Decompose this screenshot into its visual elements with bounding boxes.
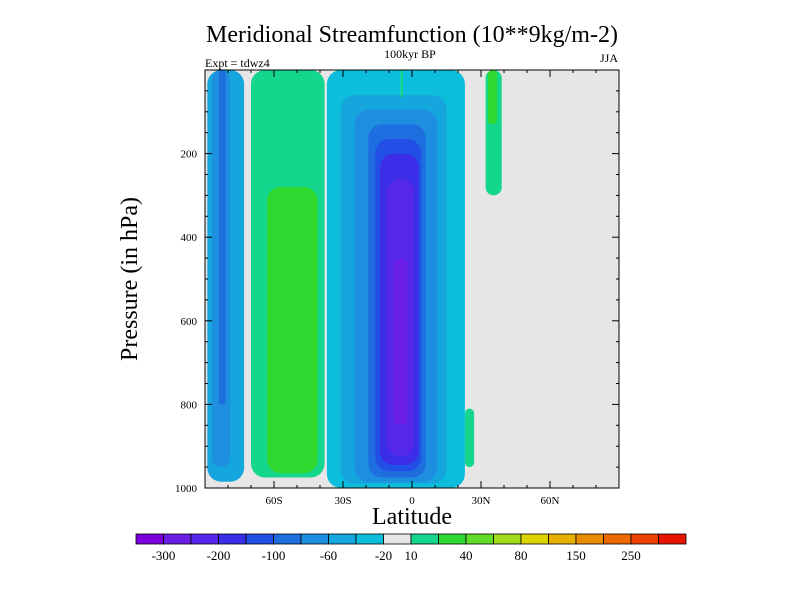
colorbar-label: -60 [320,548,337,563]
colorbar-label: 10 [405,548,418,563]
colorbar-swatch [465,533,494,545]
season-label: JJA [600,51,618,65]
colorbar-swatch [218,533,247,545]
colorbar-swatch [163,533,192,545]
colorbar-swatch [135,533,164,545]
colorbar-label: -200 [207,548,231,563]
x-tick-label: 0 [409,495,415,507]
colorbar: -300 -200 -100 -60 -20 10 40 80 150 250 [135,533,687,563]
period-label: 100kyr BP [384,47,436,61]
colorbar-label: 80 [515,548,528,563]
contour-region-southern-outer-center [218,70,226,405]
contour-region-equatorial-upper-spot [400,70,403,98]
colorbar-swatch [603,533,632,545]
colorbar-label: 40 [460,548,473,563]
plot-area: 60S 30S 0 30N 60N 200 400 600 800 1000 [175,69,620,507]
colorbar-swatch [520,533,549,545]
colorbar-swatch [300,533,329,545]
x-axis-label: Latitude [372,504,452,530]
x-axis-ticks: 60S 30S 0 30N 60N [227,70,597,507]
colorbar-swatch [190,533,219,545]
colorbar-swatch [493,533,522,545]
colorbar-swatch [355,533,384,545]
x-tick-label: 30S [334,495,351,507]
contour-regions [207,70,502,488]
x-tick-label: 60S [265,495,282,507]
colorbar-label: -20 [375,548,392,563]
y-tick-label: 1000 [175,483,198,495]
colorbar-swatch [438,533,467,545]
y-tick-label: 600 [181,316,198,328]
y-axis-ticks: 200 400 600 800 1000 [175,90,619,495]
colorbar-label: 150 [566,548,586,563]
colorbar-swatch [245,533,274,545]
x-tick-label: 30N [472,495,491,507]
contour-region-northern-upper-filament-core [487,70,498,125]
contour-region-ferrel-cell-core [267,187,318,474]
contour-region-hadley-cell-center [393,258,408,426]
colorbar-swatch [575,533,604,545]
colorbar-swatch [548,533,577,545]
colorbar-swatch [630,533,659,545]
colorbar-swatch [383,533,412,545]
colorbar-swatch [273,533,302,545]
colorbar-label: -300 [152,548,176,563]
colorbar-swatch [328,533,357,545]
y-tick-label: 800 [181,399,198,411]
experiment-label: Expt = tdwz4 [205,56,270,70]
contour-region-northern-lower-filament [464,408,475,468]
colorbar-label: 250 [621,548,641,563]
x-tick-label: 60N [541,495,560,507]
colorbar-swatch [658,533,687,545]
y-tick-label: 400 [181,232,198,244]
y-axis-label: Pressure (in hPa) [117,197,143,361]
chart-title: Meridional Streamfunction (10**9kg/m-2) [206,22,618,48]
colorbar-swatch [410,533,439,545]
colorbar-label: -100 [262,548,286,563]
y-tick-label: 200 [181,149,198,161]
